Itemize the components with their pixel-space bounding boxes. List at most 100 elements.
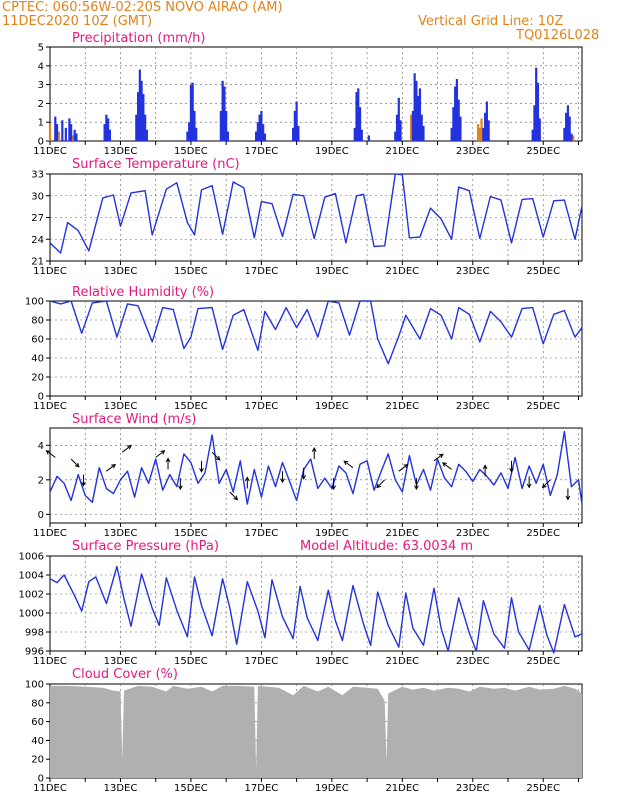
cloud-area: [50, 685, 582, 778]
wind-arrow-head: [126, 444, 132, 450]
precip-bar: [457, 99, 460, 141]
temp-xtick-label: 21DEC: [385, 266, 419, 277]
precip-bar-orange: [71, 135, 75, 141]
precip-bar: [459, 116, 462, 141]
precip-bar: [256, 122, 259, 141]
rh-ytick-label: 40: [31, 354, 44, 365]
precip-bar: [417, 95, 420, 141]
precip-bar: [452, 107, 455, 141]
wind-arrow-head: [311, 447, 317, 452]
temp-title: Surface Temperature (nC): [72, 157, 240, 172]
wind-arrow-head: [178, 485, 183, 491]
precip-ytick-label: 2: [38, 99, 44, 110]
precip-bar: [144, 114, 147, 141]
wind-xtick-label: 25DEC: [526, 528, 560, 539]
precip-xtick-label: 11DEC: [33, 146, 67, 157]
precip-bar: [255, 131, 258, 141]
wind-arrow-head: [331, 485, 336, 491]
rh-xtick-label: 17DEC: [245, 401, 279, 412]
wind-arrow-head: [81, 481, 86, 487]
precip-bar: [420, 114, 423, 141]
cloud-xtick-label: 17DEC: [245, 783, 279, 794]
wind-arrow-head: [403, 463, 409, 469]
precip-bar: [135, 114, 138, 141]
temp-xtick-label: 25DEC: [526, 266, 560, 277]
precip-bar: [482, 127, 485, 141]
temp-ytick-label: 27: [31, 213, 44, 224]
precip-bar: [395, 114, 399, 141]
precip-ytick-label: 5: [38, 43, 44, 54]
precip-ytick-label: 3: [38, 80, 44, 91]
wind-arrow-shaft: [542, 479, 551, 488]
wind-arrow-shaft: [106, 464, 116, 472]
temp-series-line: [49, 173, 583, 254]
wind-ytick-label: 0: [38, 510, 44, 521]
temp-ytick-label: 21: [31, 257, 44, 268]
wind-arrow-head: [438, 453, 444, 459]
wind-arrow-shaft: [398, 464, 408, 472]
precip-bar: [415, 80, 418, 141]
pres-xtick-label: 19DEC: [315, 656, 349, 667]
temp-ytick-label: 30: [31, 191, 44, 202]
precip-bar: [484, 112, 487, 141]
precip-bar: [563, 127, 566, 141]
precip-bar: [455, 78, 459, 141]
precip-bar: [355, 92, 358, 141]
precip-bar: [142, 94, 145, 141]
precip-bar: [193, 110, 196, 141]
precip-bar: [105, 114, 108, 141]
pres-title: Surface Pressure (hPa): [72, 539, 219, 554]
cloud-xtick-label: 15DEC: [174, 783, 208, 794]
temp-ytick-label: 33: [31, 170, 44, 181]
wind-arrow-shaft: [376, 479, 386, 488]
wind-ytick-label: 2: [38, 475, 44, 486]
cloud-ytick-label: 80: [31, 698, 44, 709]
precip-bar: [566, 105, 570, 141]
precip-bar: [533, 105, 536, 141]
precip-bar-orange: [572, 135, 575, 141]
rh-frame: [49, 300, 583, 397]
pres-ytick-label: 1000: [19, 609, 44, 620]
precip-bar: [108, 129, 111, 141]
wind-arrow-shaft: [46, 450, 56, 458]
pres-xtick-label: 17DEC: [245, 656, 279, 667]
cloud-title: Cloud Cover (%): [72, 667, 178, 682]
wind-xtick-label: 21DEC: [385, 528, 419, 539]
precip-bar-orange: [478, 127, 481, 141]
precip-bar: [297, 125, 300, 141]
wind-xtick-label: 23DEC: [456, 528, 490, 539]
wind-arrow-head: [244, 476, 250, 482]
precip-bar: [189, 84, 193, 141]
precip-bar: [399, 120, 402, 141]
wind-arrow-head: [199, 468, 204, 473]
precip-bar: [568, 116, 571, 141]
temp-ytick-label: 24: [31, 235, 44, 246]
precip-bar-orange: [476, 124, 480, 141]
rh-xtick-label: 11DEC: [33, 401, 67, 412]
precip-bar: [411, 110, 414, 141]
pres-xtick-label: 21DEC: [385, 656, 419, 667]
wind-arrow-shaft: [433, 453, 444, 462]
cloud-ytick-label: 40: [31, 736, 44, 747]
precip-ytick-label: 1: [38, 118, 44, 129]
pres-ytick-label: 1006: [19, 552, 44, 563]
temp-xtick-label: 19DEC: [315, 266, 349, 277]
wind-arrow-head: [280, 478, 285, 484]
wind-arrow-head: [111, 463, 117, 469]
precip-bar: [226, 131, 230, 141]
precip-bar: [531, 129, 534, 141]
wind-arrow-shaft: [229, 491, 238, 500]
temp-xtick-label: 23DEC: [456, 266, 490, 277]
precip-bar-orange: [57, 131, 60, 141]
precip-bar: [219, 110, 222, 141]
rh-title: Relative Humidity (%): [72, 285, 214, 300]
wind-arrow-shaft: [121, 445, 132, 453]
precip-bar: [75, 133, 78, 141]
rh-xtick-label: 15DEC: [174, 401, 208, 412]
cloud-ytick-label: 100: [25, 680, 44, 691]
wind-arrow-head: [301, 474, 307, 480]
cloud-xtick-label: 25DEC: [526, 783, 560, 794]
precip-bar: [295, 101, 298, 141]
precip-bar: [485, 101, 488, 141]
